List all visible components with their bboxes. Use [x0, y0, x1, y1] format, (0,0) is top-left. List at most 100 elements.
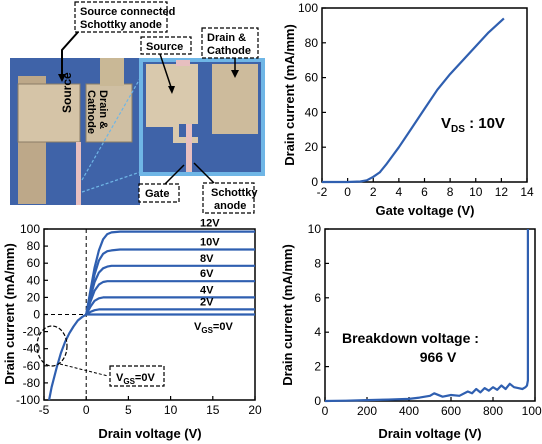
- callout-gate-text: Gate: [145, 188, 169, 200]
- y-tick-label: 40: [305, 105, 319, 119]
- y-tick-label: 20: [27, 290, 41, 304]
- x-tick-label: 0: [322, 404, 329, 418]
- series-line-0: [322, 17, 505, 184]
- breakdown-annotation-line1: Breakdown voltage :: [342, 330, 479, 346]
- y-tick-label: 60: [27, 256, 41, 270]
- breakdown-series: [324, 229, 530, 403]
- callout-drain-line1: Drain &: [207, 32, 246, 44]
- zoom-guide-bottom: [81, 169, 147, 193]
- curve-label-10v: 10V: [200, 237, 220, 249]
- x-tick-label: 8: [447, 185, 454, 199]
- callout-gate: Gate: [138, 164, 185, 203]
- output-callout-leader: [59, 363, 109, 377]
- transfer-x-axis-label: Gate voltage (V): [376, 203, 475, 218]
- y-tick-label: 20: [305, 140, 319, 154]
- zoom-guide-top: [81, 67, 147, 181]
- transfer-vds-annotation: VDS : 10V: [441, 115, 505, 135]
- y-tick-label: 0: [33, 308, 40, 322]
- inset-finger-top: [176, 60, 190, 66]
- y-tick-label: 10: [308, 222, 322, 236]
- callout-schottky-line1: Schottky: [211, 187, 258, 199]
- drain-pad: [85, 83, 133, 143]
- callout-anode-box: [74, 1, 168, 33]
- callout-gate-box: [138, 183, 180, 203]
- callout-anode-arrowhead: [58, 74, 66, 82]
- output-callout-label: VGS=0V: [116, 372, 155, 386]
- series-line-6v: [85, 280, 255, 315]
- series-line-0: [324, 229, 530, 403]
- y-tick-label: 8: [314, 256, 321, 270]
- breakdown-annotation-line2: 966 V: [420, 349, 457, 365]
- callout-source-box: [140, 36, 192, 55]
- x-tick-label: -2: [317, 185, 328, 199]
- x-tick-label: 600: [441, 404, 461, 418]
- output-axis-ticks: -5 0 5 10 15 20 100 80 60 40 20 0 -20 -40 -60 -80 -100: [16, 222, 262, 417]
- source-pad: [17, 83, 81, 143]
- y-tick-label: 6: [314, 291, 321, 305]
- curve-label-2v: 2V: [200, 296, 214, 308]
- output-reverse-ellipse: [36, 325, 68, 367]
- photo-inset: [139, 58, 265, 176]
- x-tick-label: 0: [344, 185, 351, 199]
- device-photo: Source Drain & Cathode: [10, 58, 265, 205]
- callout-schottky-line2: anode: [214, 200, 246, 212]
- y-tick-label: 80: [305, 36, 319, 50]
- breakdown-y-axis-label: Drain current (mA/mm): [280, 244, 295, 386]
- series-line-2v: [85, 308, 255, 316]
- output-callout-box: [109, 365, 165, 387]
- x-tick-label: 0: [83, 403, 90, 417]
- transfer-series: [322, 17, 505, 184]
- y-tick-label: 100: [298, 1, 318, 15]
- y-tick-label: 60: [305, 71, 319, 85]
- output-vgs0-label: VGS=0V: [194, 321, 233, 335]
- drain-lead: [100, 58, 124, 86]
- x-tick-label: 800: [483, 404, 503, 418]
- callout-schottky: Schottky anode: [193, 162, 258, 214]
- y-tick-label: 0: [311, 175, 318, 189]
- series-line-12v: [85, 230, 255, 315]
- y-tick-label: 100: [20, 222, 40, 236]
- gate-finger: [76, 142, 81, 205]
- y-tick-label: 4: [314, 325, 321, 339]
- x-tick-label: 10: [164, 403, 178, 417]
- callout-anode-arrow: [61, 31, 79, 78]
- callout-drain-line2: Cathode: [207, 45, 251, 57]
- output-series: [48, 230, 255, 401]
- y-tick-label: -20: [23, 325, 41, 339]
- output-callout-sub: GS: [123, 377, 135, 386]
- series-line-8v: [85, 264, 255, 315]
- callout-source: Source: [140, 36, 192, 94]
- x-tick-label: 2: [370, 185, 377, 199]
- series-line-4v: [85, 296, 255, 316]
- y-tick-label: -80: [23, 376, 41, 390]
- breakdown-plot-frame: [324, 228, 536, 402]
- chip-source-label: Source: [60, 72, 74, 113]
- x-tick-label: -5: [39, 403, 50, 417]
- x-tick-label: 200: [357, 404, 377, 418]
- x-tick-label: 400: [399, 404, 419, 418]
- x-tick-label: 5: [125, 403, 132, 417]
- output-y-axis-label: Drain current (mA/mm): [2, 243, 17, 385]
- y-tick-label: -40: [23, 342, 41, 356]
- y-tick-label: 80: [27, 239, 41, 253]
- output-vgs0-sub: GS: [201, 326, 213, 335]
- curve-label-12v: 12V: [200, 218, 220, 230]
- callout-schottky-arrow: [193, 162, 215, 184]
- chip-drain-label: Drain &: [97, 90, 109, 129]
- transfer-vds-main: V: [441, 115, 451, 132]
- chip-cathode-label: Cathode: [85, 90, 97, 134]
- x-tick-label: 15: [206, 403, 220, 417]
- x-tick-label: 10: [469, 185, 483, 199]
- y-tick-label: -60: [23, 359, 41, 373]
- y-tick-label: -100: [16, 393, 40, 407]
- output-callout-main: V: [116, 372, 124, 384]
- callout-gate-arrow: [164, 164, 185, 185]
- transfer-vds-sub: DS: [451, 124, 465, 135]
